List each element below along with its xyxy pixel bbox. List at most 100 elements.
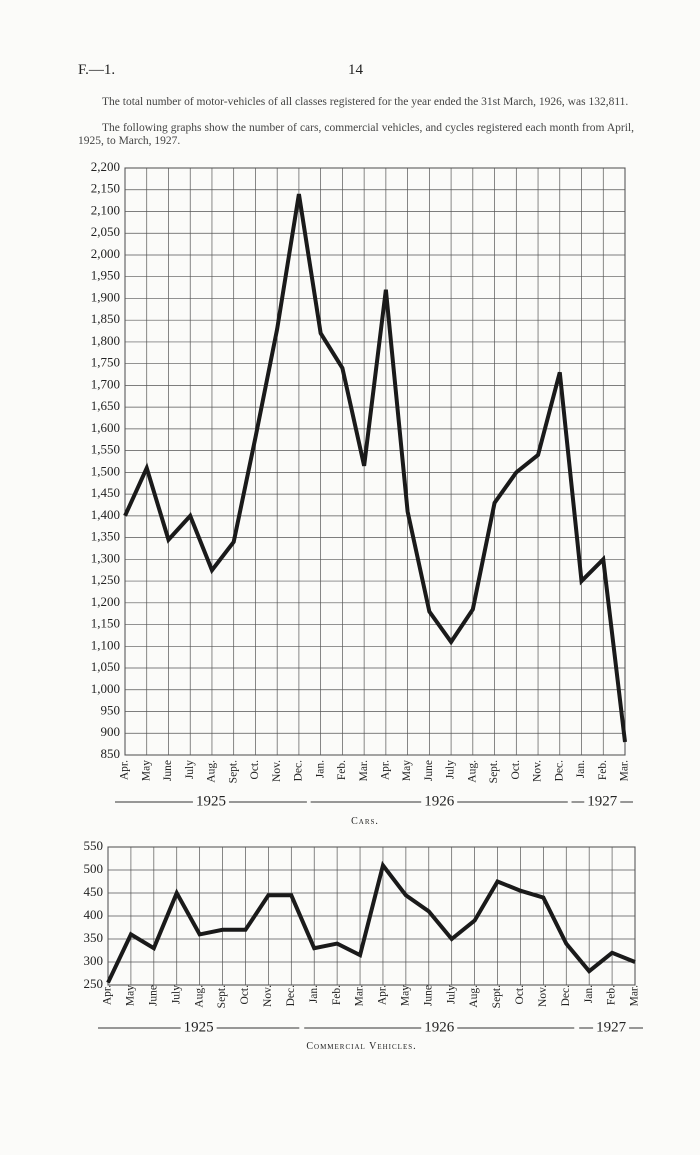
x-tick-label: Aug. xyxy=(468,985,480,1008)
y-tick-label: 2,050 xyxy=(91,224,120,239)
x-tick-label: Jan. xyxy=(308,985,320,1003)
x-tick-label: June xyxy=(422,985,434,1006)
x-tick-label: June xyxy=(423,760,435,781)
header-left: F.—1. xyxy=(78,62,116,78)
x-tick-label: Jan. xyxy=(583,985,595,1003)
y-tick-label: 350 xyxy=(84,930,104,945)
x-tick-label: Nov. xyxy=(262,985,274,1007)
plot-frame xyxy=(124,167,626,756)
y-tick-label: 950 xyxy=(101,703,121,718)
x-tick-label: Aug. xyxy=(206,760,218,783)
y-tick-label: 550 xyxy=(84,838,104,853)
y-tick-label: 1,100 xyxy=(91,637,120,652)
y-tick-label: 400 xyxy=(84,907,104,922)
data-line xyxy=(123,193,627,743)
y-tick-label: 250 xyxy=(84,976,104,991)
y-tick-label: 1,700 xyxy=(91,376,120,391)
x-tick-label: Dec. xyxy=(293,760,305,782)
x-tick-label: Apr. xyxy=(119,760,131,780)
x-tick-label: June xyxy=(162,760,174,781)
y-tick-label: 1,000 xyxy=(91,681,120,696)
x-tick-label: Aug. xyxy=(193,985,205,1008)
x-tick-label: Apr. xyxy=(377,985,389,1005)
y-tick-label: 1,900 xyxy=(91,289,120,304)
y-tick-label: 1,650 xyxy=(91,398,120,413)
x-tick-label: Sept. xyxy=(216,985,228,1008)
year-label: 1926 xyxy=(424,1019,455,1035)
x-tick-label: July xyxy=(445,760,457,779)
y-tick-label: 1,600 xyxy=(91,420,120,435)
x-tick-label: July xyxy=(184,760,196,779)
x-tick-label: Oct. xyxy=(249,760,261,780)
x-tick-label: June xyxy=(147,985,159,1006)
x-tick-label: Sept. xyxy=(491,985,503,1008)
x-tick-label: May xyxy=(400,985,412,1006)
y-tick-label: 2,000 xyxy=(91,246,120,261)
y-tick-label: 2,150 xyxy=(91,181,120,196)
y-tick-label: 850 xyxy=(101,746,121,761)
year-label: 1927 xyxy=(587,793,618,809)
y-tick-label: 1,850 xyxy=(91,311,120,326)
y-tick-label: 1,800 xyxy=(91,333,120,348)
y-tick-label: 500 xyxy=(84,861,104,876)
y-tick-label: 2,200 xyxy=(91,159,120,174)
year-label: 1926 xyxy=(424,793,455,809)
y-tick-label: 1,750 xyxy=(91,355,120,370)
x-tick-label: Oct. xyxy=(510,760,522,780)
y-tick-label: 1,200 xyxy=(91,594,120,609)
x-tick-label: Mar. xyxy=(358,760,370,782)
y-tick-label: 1,450 xyxy=(91,485,120,500)
x-tick-label: Jan. xyxy=(575,760,587,778)
x-tick-label: Dec. xyxy=(553,760,565,782)
x-tick-label: Apr. xyxy=(102,985,114,1005)
chart-title: Cars. xyxy=(351,816,379,827)
y-tick-label: 300 xyxy=(84,953,104,968)
y-tick-label: 1,050 xyxy=(91,659,120,674)
x-tick-label: Aug. xyxy=(466,760,478,783)
x-tick-label: Sept. xyxy=(488,760,500,783)
y-tick-label: 450 xyxy=(84,884,104,899)
x-tick-label: Nov. xyxy=(537,985,549,1007)
year-label: 1927 xyxy=(596,1019,627,1035)
x-tick-label: Oct. xyxy=(514,985,526,1005)
y-tick-label: 1,250 xyxy=(91,572,120,587)
x-tick-label: Jan. xyxy=(314,760,326,778)
x-tick-label: Feb. xyxy=(597,760,609,780)
x-tick-label: Dec. xyxy=(285,985,297,1007)
year-label: 1925 xyxy=(196,793,226,809)
x-tick-label: Feb. xyxy=(606,985,618,1005)
x-tick-label: July xyxy=(445,985,457,1004)
x-tick-label: Nov. xyxy=(532,760,544,782)
x-tick-label: Mar. xyxy=(619,760,631,782)
y-tick-label: 2,100 xyxy=(91,202,120,217)
x-tick-label: Feb. xyxy=(336,760,348,780)
chart-title: Commercial Vehicles. xyxy=(306,1041,416,1052)
x-tick-label: Sept. xyxy=(227,760,239,783)
page-number: 14 xyxy=(348,62,363,78)
y-tick-label: 1,150 xyxy=(91,616,120,631)
x-tick-label: Dec. xyxy=(560,985,572,1007)
y-tick-label: 1,400 xyxy=(91,507,120,522)
x-tick-label: Oct. xyxy=(239,985,251,1005)
x-tick-label: May xyxy=(140,760,152,781)
data-line xyxy=(106,860,636,984)
x-tick-label: May xyxy=(401,760,413,781)
x-tick-label: Mar. xyxy=(629,985,641,1007)
y-tick-label: 1,300 xyxy=(91,550,120,565)
paragraph: The following graphs show the number of … xyxy=(78,122,634,147)
x-tick-label: Mar. xyxy=(354,985,366,1007)
x-tick-label: July xyxy=(170,985,182,1004)
x-tick-label: Nov. xyxy=(271,760,283,782)
y-tick-label: 1,950 xyxy=(91,268,120,283)
y-tick-label: 1,500 xyxy=(91,463,120,478)
y-tick-label: 900 xyxy=(101,724,121,739)
x-tick-label: May xyxy=(125,985,137,1006)
x-tick-label: Feb. xyxy=(331,985,343,1005)
x-tick-label: Apr. xyxy=(380,760,392,780)
paragraph: The total number of motor-vehicles of al… xyxy=(102,96,629,108)
y-tick-label: 1,350 xyxy=(91,529,120,544)
year-label: 1925 xyxy=(184,1019,214,1035)
y-tick-label: 1,550 xyxy=(91,442,120,457)
